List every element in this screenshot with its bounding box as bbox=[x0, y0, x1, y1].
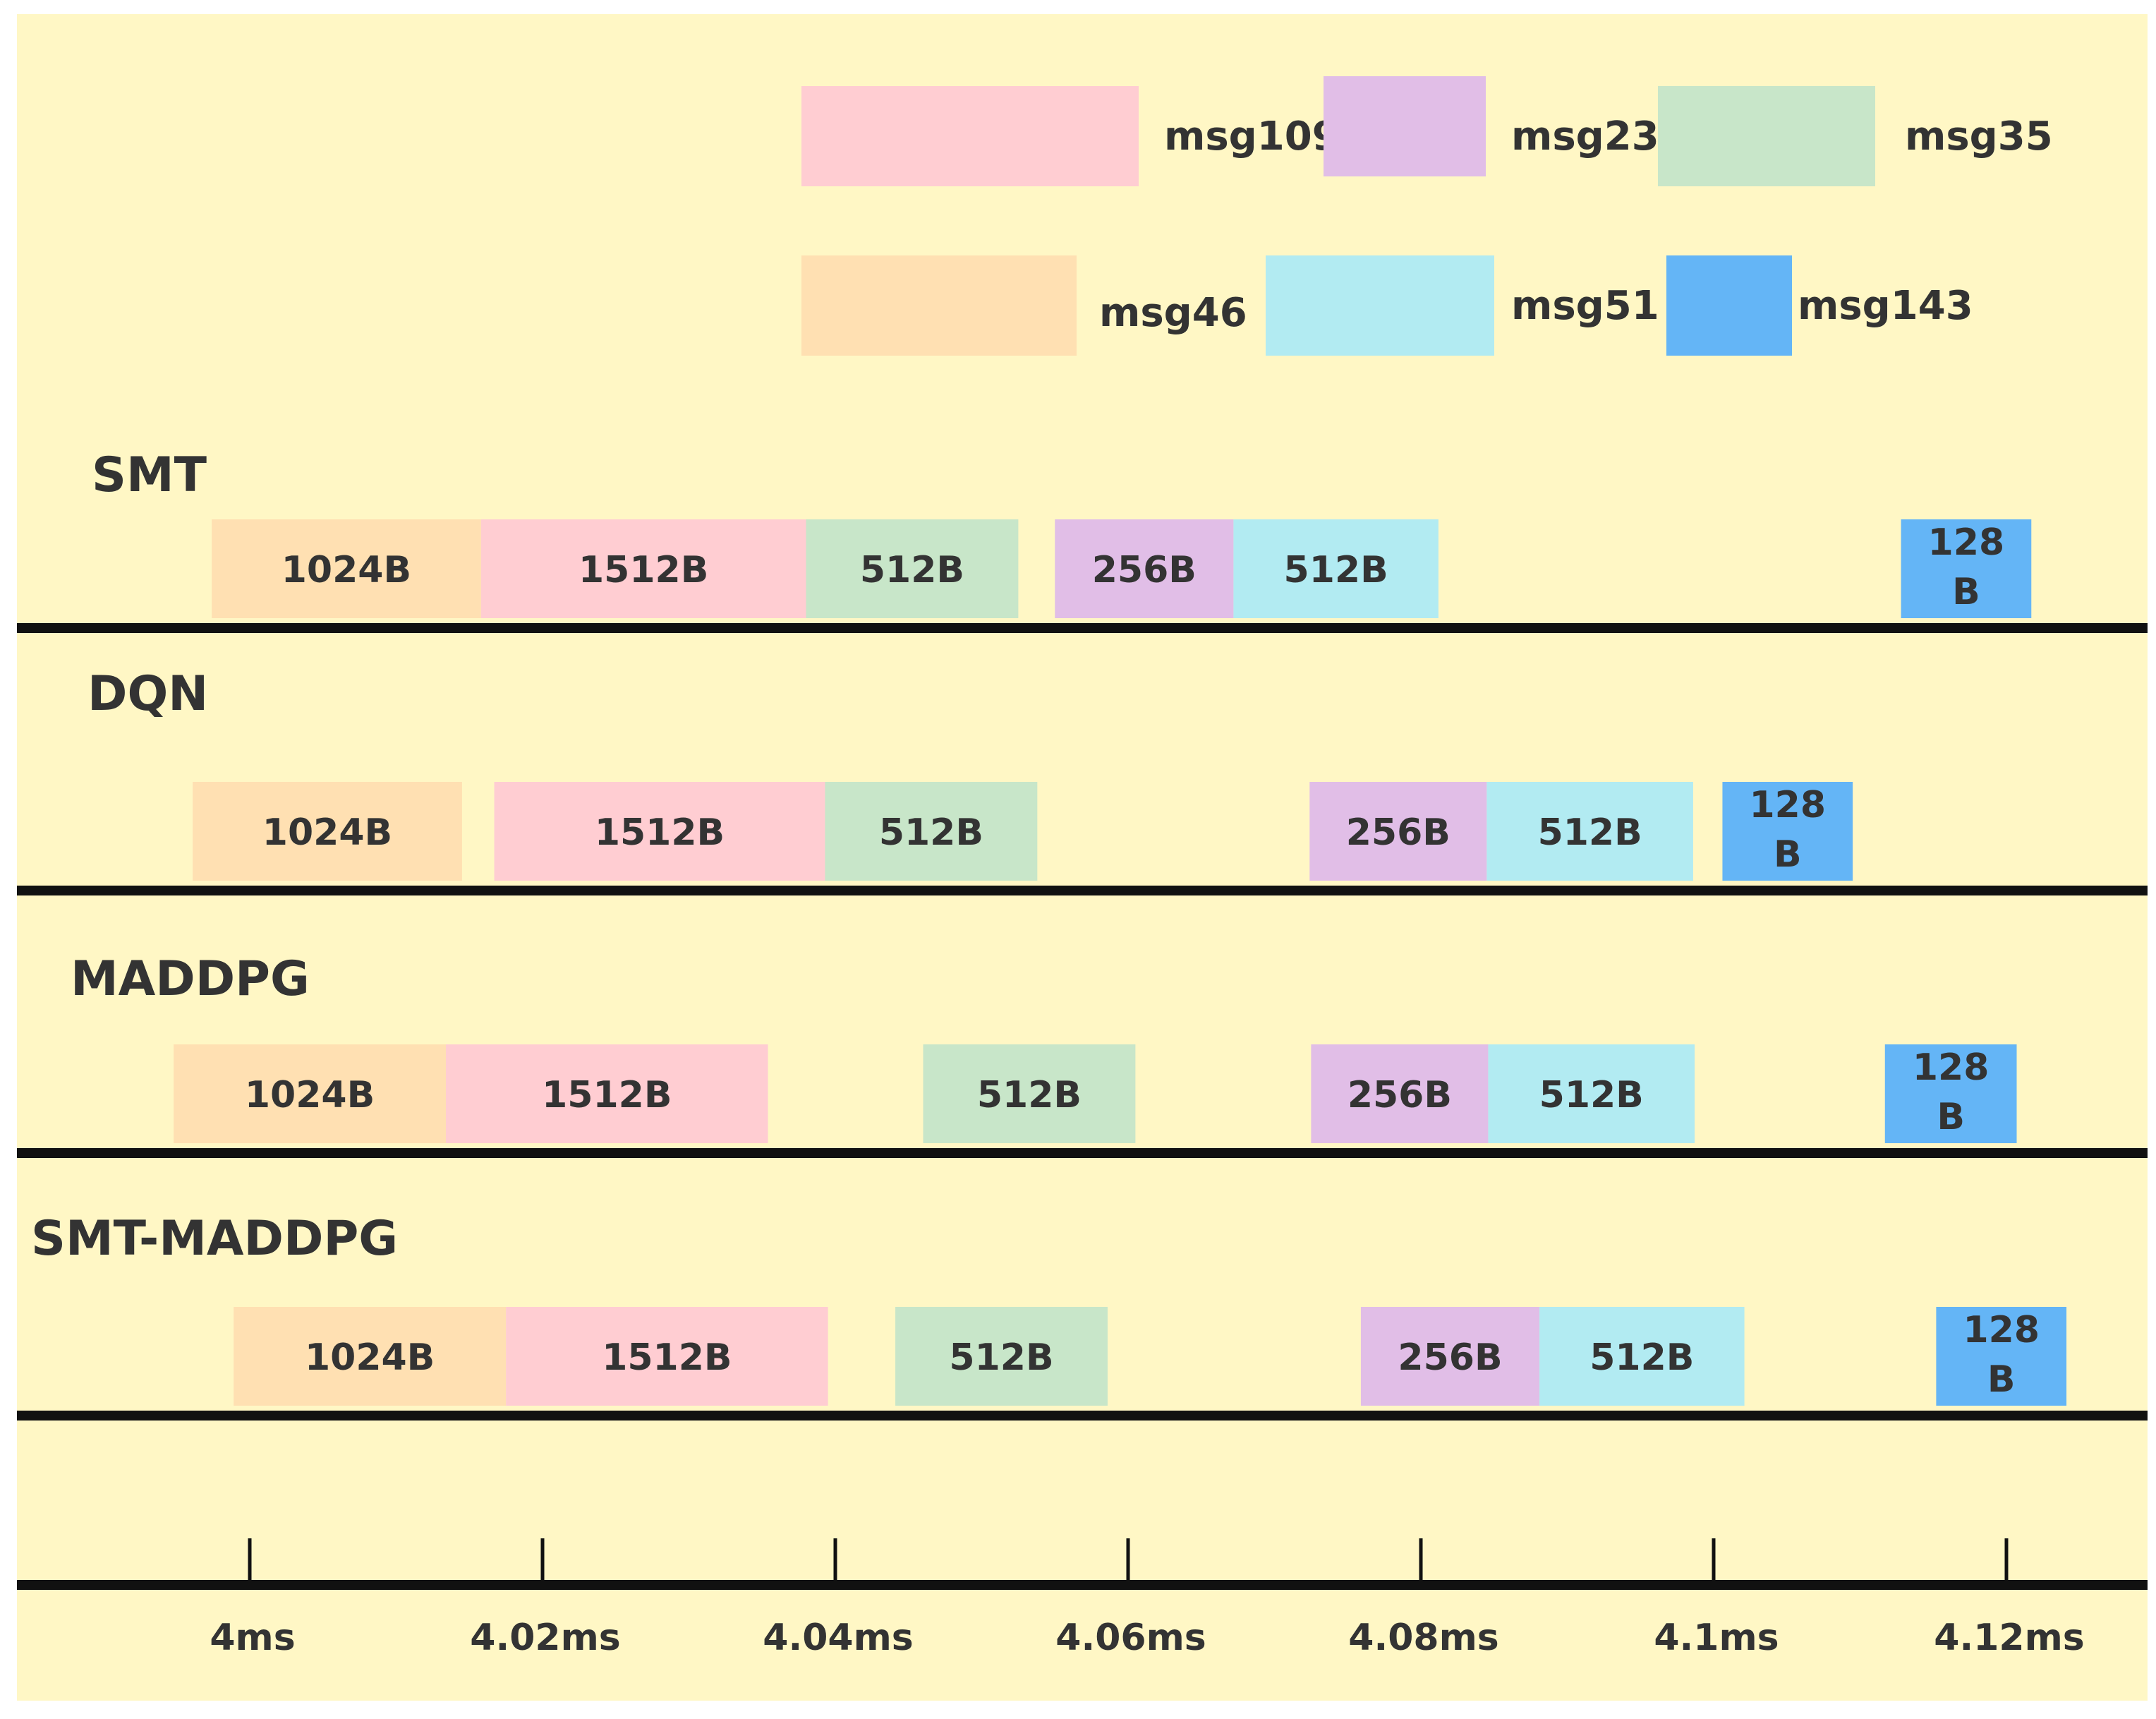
legend-item-msg46: msg46 bbox=[801, 255, 1247, 356]
bar-label-smt-maddpg-msg109: 1512B bbox=[602, 1337, 732, 1379]
bar-smt-maddpg-msg109 bbox=[506, 1307, 828, 1406]
legend-label-msg51: msg51 bbox=[1511, 283, 1659, 329]
legend: msg109 msg23 msg35 msg46 msg51 msg143 bbox=[801, 76, 2053, 356]
legend-item-msg143: msg143 bbox=[1666, 255, 1973, 356]
legend-swatch-msg23 bbox=[1324, 76, 1486, 176]
time-axis: 4ms 4.02ms 4.04ms 4.06ms 4.08ms 4.1ms 4.12ms bbox=[17, 1538, 2148, 1659]
bar-label-smt-msg46: 1024B bbox=[281, 549, 411, 591]
bar-label-dqn-msg46: 1024B bbox=[262, 812, 392, 854]
bar-label-smt-maddpg-msg51: 512B bbox=[1589, 1337, 1694, 1379]
bar-smt-maddpg-msg23 bbox=[1360, 1307, 1540, 1406]
bar-label-maddpg-msg109: 1512B bbox=[542, 1074, 672, 1116]
bar-maddpg-msg46 bbox=[174, 1044, 447, 1143]
axis-tick-label-4-06ms: 4.06ms bbox=[1055, 1617, 1206, 1659]
row-label-maddpg: MADDPG bbox=[71, 951, 310, 1007]
bar-smt-maddpg-msg143 bbox=[1936, 1307, 2067, 1406]
bar-maddpg-msg35 bbox=[923, 1044, 1136, 1143]
bar-label-smt-msg51: 512B bbox=[1284, 549, 1388, 591]
timeline-rows: SMT 1024B 1512B 512B 256B 512B 128 B DQN 1024B 151… bbox=[17, 447, 2148, 1421]
legend-item-msg23: msg23 bbox=[1324, 76, 1659, 176]
bar-smt-msg46 bbox=[212, 519, 481, 618]
axis-tick-label-4-02ms: 4.02ms bbox=[470, 1617, 620, 1659]
legend-label-msg46: msg46 bbox=[1099, 290, 1247, 336]
bar-dqn-msg109 bbox=[494, 782, 825, 881]
legend-label-msg143: msg143 bbox=[1798, 283, 1973, 329]
legend-label-msg23: msg23 bbox=[1511, 114, 1659, 159]
bar-label-dqn-msg143: 128 B bbox=[1750, 784, 1827, 876]
bar-label-maddpg-msg23: 256B bbox=[1348, 1074, 1452, 1116]
row-label-smt-maddpg: SMT-MADDPG bbox=[31, 1211, 398, 1267]
bar-label-smt-msg109: 1512B bbox=[579, 549, 708, 591]
bar-smt-msg109 bbox=[480, 519, 806, 618]
bar-smt-maddpg-msg46 bbox=[234, 1307, 507, 1406]
legend-label-msg109: msg109 bbox=[1164, 114, 1340, 159]
bar-smt-msg51 bbox=[1233, 519, 1439, 618]
bar-maddpg-msg109 bbox=[446, 1044, 768, 1143]
bar-dqn-msg35 bbox=[825, 782, 1038, 881]
row-smt: SMT 1024B 1512B 512B 256B 512B 128 B bbox=[17, 447, 2148, 633]
bar-dqn-msg143 bbox=[1722, 782, 1853, 881]
row-label-dqn: DQN bbox=[87, 666, 208, 722]
row-label-smt: SMT bbox=[92, 447, 207, 503]
bar-dqn-msg23 bbox=[1309, 782, 1487, 881]
bar-label-smt-msg23: 256B bbox=[1092, 549, 1197, 591]
bar-smt-maddpg-msg51 bbox=[1539, 1307, 1745, 1406]
bar-label-dqn-msg109: 1512B bbox=[595, 812, 725, 854]
bar-label-dqn-msg35: 512B bbox=[879, 812, 983, 854]
legend-swatch-msg143 bbox=[1666, 255, 1792, 356]
legend-item-msg51: msg51 bbox=[1266, 255, 1659, 356]
axis-tick-label-4-04ms: 4.04ms bbox=[763, 1617, 913, 1659]
legend-item-msg35: msg35 bbox=[1658, 86, 2053, 186]
bar-label-smt-msg143: 128 B bbox=[1928, 521, 2005, 613]
bar-smt-msg23 bbox=[1055, 519, 1234, 618]
bar-maddpg-msg143 bbox=[1884, 1044, 2017, 1143]
legend-swatch-msg51 bbox=[1266, 255, 1494, 356]
axis-tick-label-4ms: 4ms bbox=[210, 1617, 295, 1659]
bar-label-maddpg-msg35: 512B bbox=[977, 1074, 1082, 1116]
bar-smt-msg143 bbox=[1901, 519, 2032, 618]
bar-label-dqn-msg51: 512B bbox=[1538, 812, 1642, 854]
bar-label-smt-maddpg-msg143: 128 B bbox=[1963, 1309, 2040, 1401]
bar-dqn-msg46 bbox=[193, 782, 462, 881]
bar-label-dqn-msg23: 256B bbox=[1346, 812, 1451, 854]
bar-label-smt-msg35: 512B bbox=[860, 549, 964, 591]
bar-label-smt-maddpg-msg35: 512B bbox=[949, 1337, 1053, 1379]
legend-label-msg35: msg35 bbox=[1905, 114, 2053, 159]
legend-item-msg109: msg109 bbox=[801, 86, 1340, 186]
axis-tick-label-4-1ms: 4.1ms bbox=[1654, 1617, 1779, 1659]
bar-smt-maddpg-msg35 bbox=[895, 1307, 1108, 1406]
bar-label-smt-maddpg-msg23: 256B bbox=[1398, 1337, 1502, 1379]
row-dqn: DQN 1024B 1512B 512B 256B 512B 128 B bbox=[17, 666, 2148, 895]
row-smt-maddpg: SMT-MADDPG 1024B 1512B 512B 256B 512B 128 B bbox=[17, 1211, 2148, 1421]
bar-label-maddpg-msg143: 128 B bbox=[1913, 1047, 1990, 1138]
legend-swatch-msg46 bbox=[801, 255, 1077, 356]
bar-smt-msg35 bbox=[806, 519, 1019, 618]
bar-maddpg-msg51 bbox=[1488, 1044, 1695, 1143]
bar-dqn-msg51 bbox=[1486, 782, 1693, 881]
bar-maddpg-msg23 bbox=[1311, 1044, 1489, 1143]
legend-swatch-msg109 bbox=[801, 86, 1139, 186]
axis-tick-label-4-12ms: 4.12ms bbox=[1934, 1617, 2084, 1659]
bar-label-maddpg-msg51: 512B bbox=[1539, 1074, 1644, 1116]
bar-label-smt-maddpg-msg46: 1024B bbox=[305, 1337, 435, 1379]
bar-label-maddpg-msg46: 1024B bbox=[245, 1074, 375, 1116]
axis-tick-label-4-08ms: 4.08ms bbox=[1348, 1617, 1498, 1659]
row-maddpg: MADDPG 1024B 1512B 512B 256B 512B 128 B bbox=[17, 951, 2148, 1158]
legend-swatch-msg35 bbox=[1658, 86, 1875, 186]
